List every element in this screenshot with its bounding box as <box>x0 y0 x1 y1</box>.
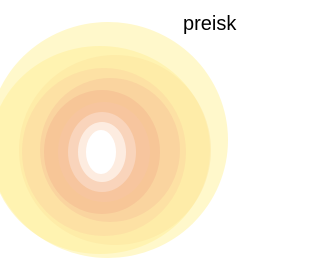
rings <box>0 22 228 258</box>
center <box>86 130 116 174</box>
artwork: preisk <box>0 0 274 261</box>
caption: preisk <box>183 13 237 35</box>
page: preisk (() => { const data = JSON.parse(… <box>0 0 274 261</box>
